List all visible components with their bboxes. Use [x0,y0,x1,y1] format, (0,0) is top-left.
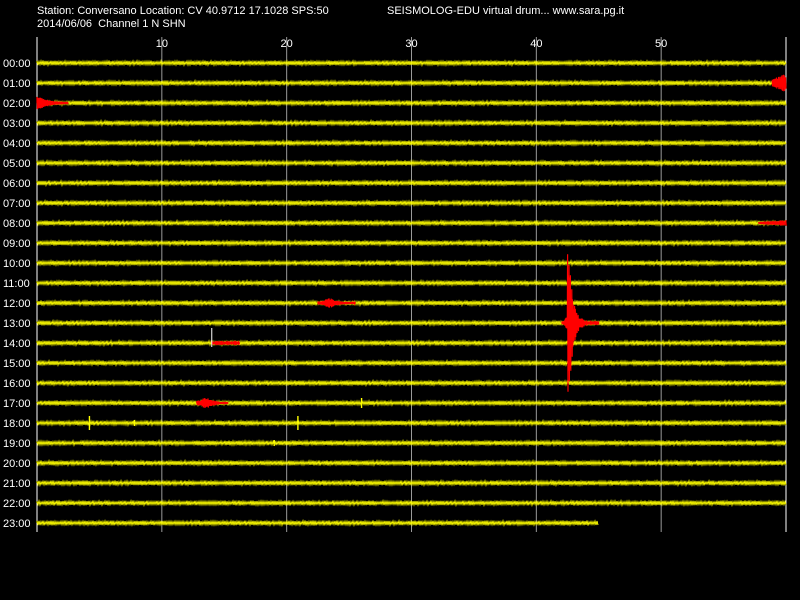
date-channel-info: 2014/06/06 Channel 1 N SHN [37,18,186,30]
trace-20:00 [36,458,787,468]
trace-13:00 [36,318,787,328]
row-label-16:00: 16:00 [3,378,31,390]
trace-01:00 [36,78,787,88]
row-label-18:00: 18:00 [3,418,31,430]
trace-05:00 [36,158,787,168]
trace-16:00 [36,378,787,388]
row-label-05:00: 05:00 [3,158,31,170]
trace-12:00 [36,298,787,308]
x-tick-label-10: 10 [156,38,168,50]
event-12:00-3 [317,298,356,308]
event-14:00-5 [211,340,240,346]
row-label-23:00: 23:00 [3,518,31,530]
station-info: Station: Conversano Location: CV 40.9712… [37,5,329,17]
row-label-21:00: 21:00 [3,478,31,490]
trace-23:00 [36,518,599,528]
trace-22:00 [36,498,787,508]
row-label-06:00: 06:00 [3,178,31,190]
event-01:00-0 [771,74,787,92]
trace-10:00 [36,258,787,268]
trace-21:00 [36,478,787,488]
row-label-12:00: 12:00 [3,298,31,310]
row-label-09:00: 09:00 [3,238,31,250]
trace-14:00 [36,338,787,348]
x-tick-label-20: 20 [281,38,293,50]
trace-09:00 [36,238,787,248]
row-label-22:00: 22:00 [3,498,31,510]
row-label-03:00: 03:00 [3,118,31,130]
x-tick-label-30: 30 [405,38,417,50]
trace-07:00 [36,198,787,208]
event-08:00-2 [757,220,787,226]
row-label-11:00: 11:00 [3,278,30,290]
trace-17:00 [36,398,787,408]
trace-08:00 [36,218,787,228]
event-02:00-1 [36,96,69,110]
row-label-17:00: 17:00 [3,398,31,410]
trace-00:00 [36,58,787,68]
event-13:00-4 [561,254,600,392]
row-label-07:00: 07:00 [3,198,31,210]
row-label-02:00: 02:00 [3,98,31,110]
trace-02:00 [36,98,787,108]
event-17:00-6 [196,398,229,408]
brand-label: SEISMOLOG-EDU virtual drum... www.sara.p… [387,5,625,17]
trace-19:00 [36,438,787,448]
trace-18:00 [36,418,787,428]
row-label-08:00: 08:00 [3,218,31,230]
x-tick-label-50: 50 [655,38,667,50]
row-label-04:00: 04:00 [3,138,31,150]
x-tick-label-40: 40 [530,38,542,50]
row-label-00:00: 00:00 [3,58,31,70]
trace-15:00 [36,358,787,368]
row-label-13:00: 13:00 [3,318,31,330]
row-label-20:00: 20:00 [3,458,31,470]
row-label-10:00: 10:00 [3,258,31,270]
row-label-15:00: 15:00 [3,358,31,370]
trace-04:00 [36,138,787,148]
row-label-01:00: 01:00 [3,78,31,90]
row-label-19:00: 19:00 [3,438,31,450]
trace-03:00 [36,118,787,128]
row-label-14:00: 14:00 [3,338,31,350]
trace-06:00 [36,178,787,188]
trace-11:00 [36,278,787,288]
